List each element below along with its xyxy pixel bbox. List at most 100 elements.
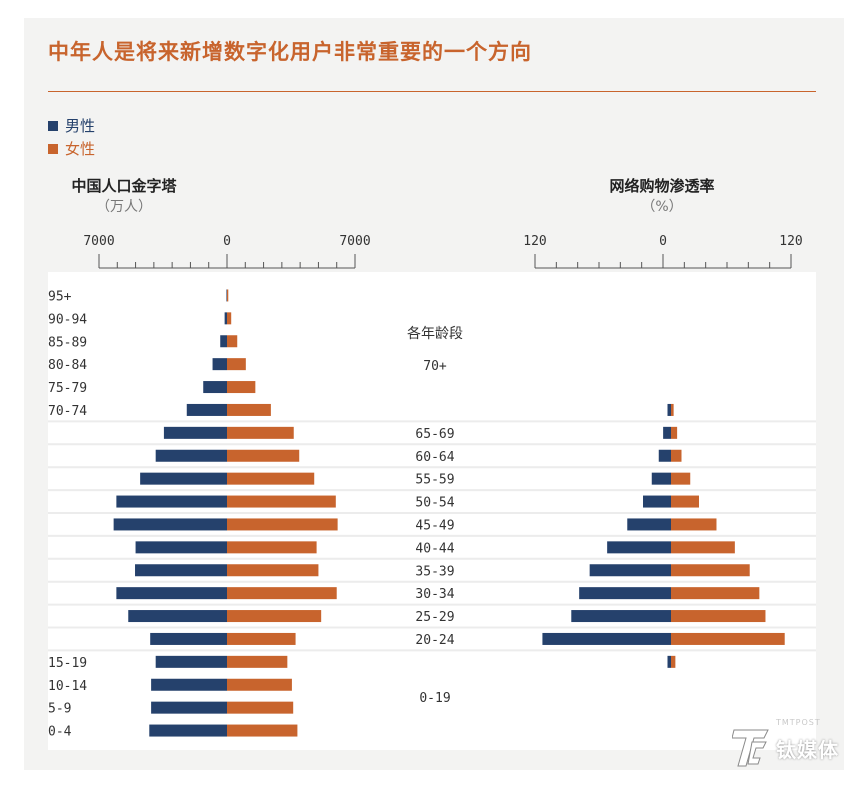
pyramid-bar-female <box>227 655 288 668</box>
penetration-bar-male <box>667 403 671 416</box>
pyramid-bar-female <box>227 472 315 485</box>
pyramid-bar-male <box>155 449 227 462</box>
legend-male-label: 男性 <box>65 117 96 135</box>
pyramid-bar-female <box>227 381 256 394</box>
pyramid-bar-male <box>116 495 227 508</box>
pyramid-age-label: 5-9 <box>48 702 71 717</box>
pyramid-bar-female <box>227 701 294 714</box>
pyramid-bar-female <box>227 564 319 577</box>
middle-age-label: 45-49 <box>415 518 454 533</box>
pyramid-bar-female <box>227 289 229 302</box>
penetration-bar-female <box>671 403 674 416</box>
penetration-bar-female <box>671 632 785 645</box>
pyramid-bar-male <box>186 403 227 416</box>
pyramid-bar-female <box>227 358 246 371</box>
watermark: TMTPOST 钛媒体 <box>732 718 839 770</box>
middle-age-label: 60-64 <box>415 450 454 465</box>
pyramid-bar-male <box>140 472 227 485</box>
pyramid-bar-female <box>227 403 271 416</box>
pyramid-bar-female <box>227 518 338 531</box>
pyramid-bar-female <box>227 610 322 623</box>
penetration-bar-male <box>579 587 671 600</box>
middle-age-label: 25-29 <box>415 610 454 625</box>
title-divider <box>48 91 816 92</box>
pyramid-tick-label-right: 7000 <box>339 234 370 249</box>
middle-age-label: 30-34 <box>415 587 454 602</box>
legend-female-label: 女性 <box>65 140 96 158</box>
group-label-all-ages: 各年龄段 <box>407 326 463 342</box>
pyramid-bar-female <box>227 426 294 439</box>
penetration-title: 网络购物渗透率 <box>609 177 715 195</box>
pyramid-bar-male <box>135 541 227 554</box>
pyramid-age-label: 95+ <box>48 289 72 304</box>
pyramid-age-label: 15-19 <box>48 656 87 671</box>
watermark-text: 钛媒体 <box>776 737 839 762</box>
pyramid-bar-female <box>227 632 296 645</box>
pyramid-bar-male <box>135 564 227 577</box>
pyramid-bar-male <box>150 632 227 645</box>
penetration-tick-label-right: 120 <box>779 234 802 249</box>
pyramid-bar-male <box>151 701 227 714</box>
pyramid-bar-male <box>116 587 227 600</box>
middle-age-label: 40-44 <box>415 541 454 556</box>
middle-age-label: 20-24 <box>415 633 454 648</box>
pyramid-bar-male <box>113 518 227 531</box>
pyramid-bar-male <box>212 358 227 371</box>
penetration-bar-female <box>671 610 766 623</box>
pyramid-bar-female <box>227 678 292 691</box>
pyramid-bar-male <box>226 289 227 302</box>
penetration-unit: （%） <box>641 199 683 215</box>
penetration-bar-male <box>667 655 671 668</box>
pyramid-bar-female <box>227 587 337 600</box>
pyramid-age-label: 70-74 <box>48 404 87 419</box>
penetration-bar-female <box>671 449 682 462</box>
penetration-bar-male <box>589 564 671 577</box>
penetration-tick-label-left: 120 <box>523 234 546 249</box>
penetration-bar-female <box>671 655 676 668</box>
pyramid-bar-female <box>227 495 336 508</box>
pyramid-bar-female <box>227 449 300 462</box>
penetration-bar-male <box>542 632 671 645</box>
pyramid-bar-male <box>155 655 227 668</box>
group-label-70plus: 70+ <box>423 359 447 374</box>
pyramid-tick-label-center: 0 <box>223 234 231 249</box>
penetration-bar-female <box>671 426 678 439</box>
row-band-0 <box>48 272 816 417</box>
pyramid-bar-male <box>203 381 227 394</box>
pyramid-age-label: 75-79 <box>48 381 87 396</box>
penetration-bar-female <box>671 541 735 554</box>
pyramid-tick-label-left: 7000 <box>83 234 114 249</box>
penetration-tick-label-center: 0 <box>659 234 667 249</box>
pyramid-bar-male <box>220 335 227 348</box>
group-label-0-19: 0-19 <box>419 691 450 706</box>
penetration-bar-female <box>671 495 699 508</box>
middle-age-label: 35-39 <box>415 564 454 579</box>
penetration-bar-female <box>671 564 750 577</box>
chart-title: 中年人是将来新增数字化用户非常重要的一个方向 <box>48 40 532 64</box>
penetration-bar-male <box>663 426 671 439</box>
tmtpost-logo-icon <box>732 729 769 767</box>
penetration-bar-male <box>607 541 671 554</box>
pyramid-age-label: 90-94 <box>48 312 87 327</box>
penetration-bar-male <box>658 449 671 462</box>
penetration-bar-female <box>671 472 691 485</box>
penetration-bar-male <box>651 472 671 485</box>
penetration-bar-male <box>643 495 671 508</box>
penetration-bar-female <box>671 518 717 531</box>
pyramid-bar-female <box>227 335 238 348</box>
pyramid-age-label: 10-14 <box>48 679 87 694</box>
middle-age-label: 50-54 <box>415 496 454 511</box>
pyramid-age-label: 80-84 <box>48 358 87 373</box>
penetration-bar-female <box>671 587 760 600</box>
pyramid-unit: （万人） <box>96 199 152 215</box>
penetration-bar-male <box>627 518 671 531</box>
pyramid-bar-female <box>227 724 298 737</box>
pyramid-bar-male <box>151 678 227 691</box>
penetration-bar-male <box>571 610 671 623</box>
legend-male: 男性 <box>48 115 95 136</box>
legend-female-swatch <box>48 143 58 154</box>
pyramid-bar-male <box>149 724 227 737</box>
pyramid-age-label: 0-4 <box>48 725 72 740</box>
legend-male-swatch <box>48 120 58 131</box>
